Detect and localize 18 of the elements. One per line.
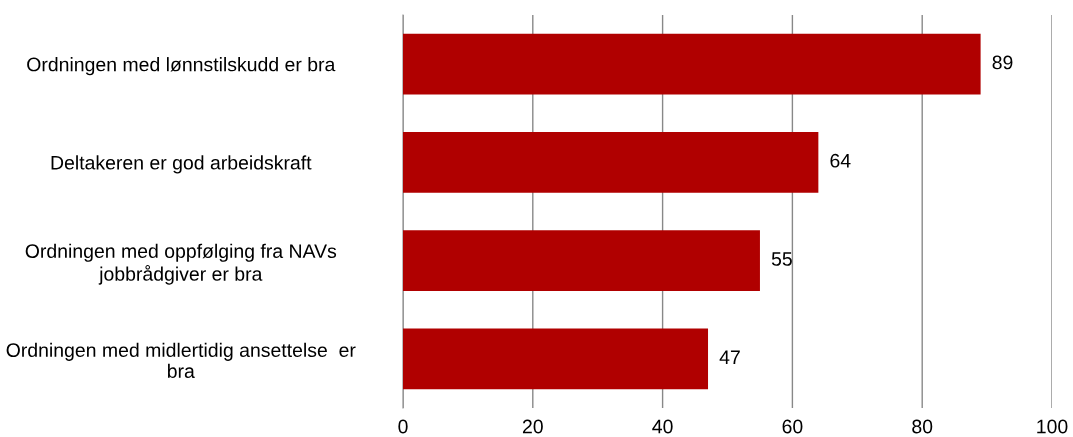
bar [403,33,981,95]
y-tick-label: Ordningen med midlertidig ansettelse er bra [6,342,356,378]
bar [403,230,760,292]
x-tick-label: 60 [782,419,803,434]
y-tick-label: Ordningen med lønnstilskudd er bra [27,57,336,76]
bar [403,328,709,390]
y-tick-label: Ordningen med oppfølging fra NAVs jobbrådgiver er bra [25,243,337,285]
data-label: 55 [771,252,792,266]
x-tick-label: 20 [522,419,543,434]
x-tick-label: 40 [652,419,673,434]
x-tick-label: 100 [1037,419,1068,434]
x-tick-label: 0 [398,419,408,434]
data-label: 64 [830,153,851,168]
bar [403,131,819,193]
data-label: 47 [719,350,740,364]
y-tick-label: Deltakeren er god arbeidskraft [51,155,312,174]
data-label: 89 [992,55,1013,70]
x-tick-label: 80 [912,419,933,434]
